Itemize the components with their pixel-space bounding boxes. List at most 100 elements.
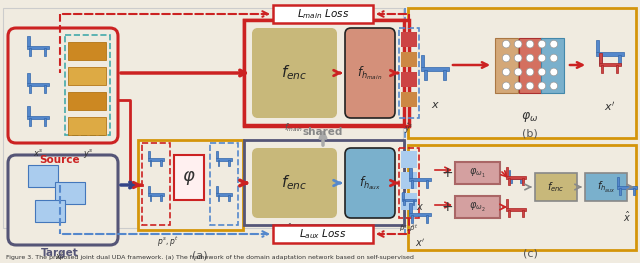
Bar (617, 177, 620, 186)
Bar (599, 53, 602, 63)
Bar (27, 73, 29, 83)
Bar (244, 20, 404, 125)
Bar (148, 186, 150, 193)
Text: $\hat{x}$: $\hat{x}$ (623, 210, 631, 224)
Bar (27, 106, 29, 116)
Bar (27, 83, 49, 86)
Circle shape (538, 40, 546, 48)
Bar (408, 145, 636, 250)
Bar (401, 172, 417, 189)
Bar (29, 48, 31, 56)
Bar (44, 118, 46, 126)
Bar (421, 55, 424, 67)
Circle shape (526, 54, 534, 62)
Bar (174, 155, 204, 200)
Bar (519, 38, 542, 93)
Text: $f_{main}$: $f_{main}$ (284, 122, 303, 134)
Bar (455, 162, 500, 184)
Circle shape (515, 54, 522, 62)
Text: $\varphi_{\omega_1}$: $\varphi_{\omega_1}$ (468, 166, 485, 180)
Bar (413, 200, 414, 205)
Bar (541, 38, 564, 93)
Bar (150, 160, 151, 166)
Bar (601, 65, 604, 73)
Text: $f_{h_{aux}}$: $f_{h_{aux}}$ (359, 174, 381, 192)
Bar (142, 143, 170, 225)
Circle shape (526, 82, 534, 90)
Bar (27, 116, 49, 119)
Circle shape (538, 54, 546, 62)
Bar (599, 55, 602, 65)
Text: $x^s$: $x^s$ (33, 147, 44, 158)
Bar (216, 158, 232, 161)
Bar (44, 85, 46, 93)
Bar (399, 28, 419, 118)
Bar (535, 173, 577, 201)
Bar (401, 52, 417, 67)
Bar (273, 5, 373, 23)
Text: $f_{h_{aux}}$: $f_{h_{aux}}$ (596, 179, 615, 195)
Bar (618, 55, 621, 65)
Circle shape (526, 40, 534, 48)
Text: $x'$: $x'$ (415, 237, 425, 249)
Bar (403, 200, 404, 205)
Bar (632, 188, 635, 195)
Bar (426, 180, 428, 188)
Bar (148, 151, 150, 158)
Bar (402, 199, 416, 201)
Text: $f_{h_{main}}$: $f_{h_{main}}$ (357, 64, 383, 82)
Bar (138, 140, 243, 230)
Bar (585, 173, 627, 201)
Circle shape (502, 68, 510, 76)
Text: Figure 3. The proposed joint dual UDA framework. (a) The framework of the domain: Figure 3. The proposed joint dual UDA fr… (6, 255, 414, 260)
Circle shape (515, 40, 522, 48)
Bar (522, 210, 524, 217)
Circle shape (538, 68, 546, 76)
Bar (508, 210, 510, 217)
Bar (44, 48, 46, 56)
Bar (68, 67, 106, 85)
Bar (424, 70, 427, 80)
Bar (421, 67, 449, 71)
Text: $f_{aux}$: $f_{aux}$ (286, 222, 302, 235)
Circle shape (526, 68, 534, 76)
Bar (399, 148, 419, 218)
FancyBboxPatch shape (252, 28, 337, 118)
Text: Source: Source (40, 155, 80, 165)
Circle shape (515, 68, 522, 76)
Circle shape (550, 40, 557, 48)
Bar (27, 46, 49, 49)
Bar (619, 188, 621, 195)
Bar (522, 178, 524, 185)
Bar (29, 118, 31, 126)
Text: $f_{enc}$: $f_{enc}$ (281, 64, 307, 82)
Text: $\hat{y}^s$: $\hat{y}^s$ (404, 122, 413, 136)
Bar (455, 196, 500, 218)
Bar (68, 42, 106, 60)
Text: +: + (441, 166, 453, 180)
Bar (412, 180, 413, 188)
FancyBboxPatch shape (252, 148, 337, 218)
Text: $\varphi_{\omega_2}$: $\varphi_{\omega_2}$ (468, 200, 485, 214)
Bar (161, 195, 162, 201)
Bar (412, 215, 413, 223)
Text: shared: shared (303, 127, 343, 137)
Bar (616, 65, 618, 73)
Bar (409, 168, 412, 178)
Text: $x$: $x$ (416, 202, 424, 212)
Circle shape (502, 54, 510, 62)
Bar (35, 200, 65, 222)
Bar (218, 195, 219, 201)
Bar (27, 36, 29, 46)
Bar (401, 193, 417, 210)
Bar (216, 186, 218, 193)
FancyBboxPatch shape (8, 155, 118, 245)
Bar (495, 38, 518, 93)
Text: (b): (b) (522, 128, 538, 138)
Bar (210, 143, 238, 225)
Bar (596, 52, 624, 56)
Bar (55, 182, 85, 204)
Bar (596, 40, 600, 52)
Bar (273, 225, 373, 243)
Text: $\hat{p}^s, \hat{p}^t$: $\hat{p}^s, \hat{p}^t$ (399, 222, 419, 234)
